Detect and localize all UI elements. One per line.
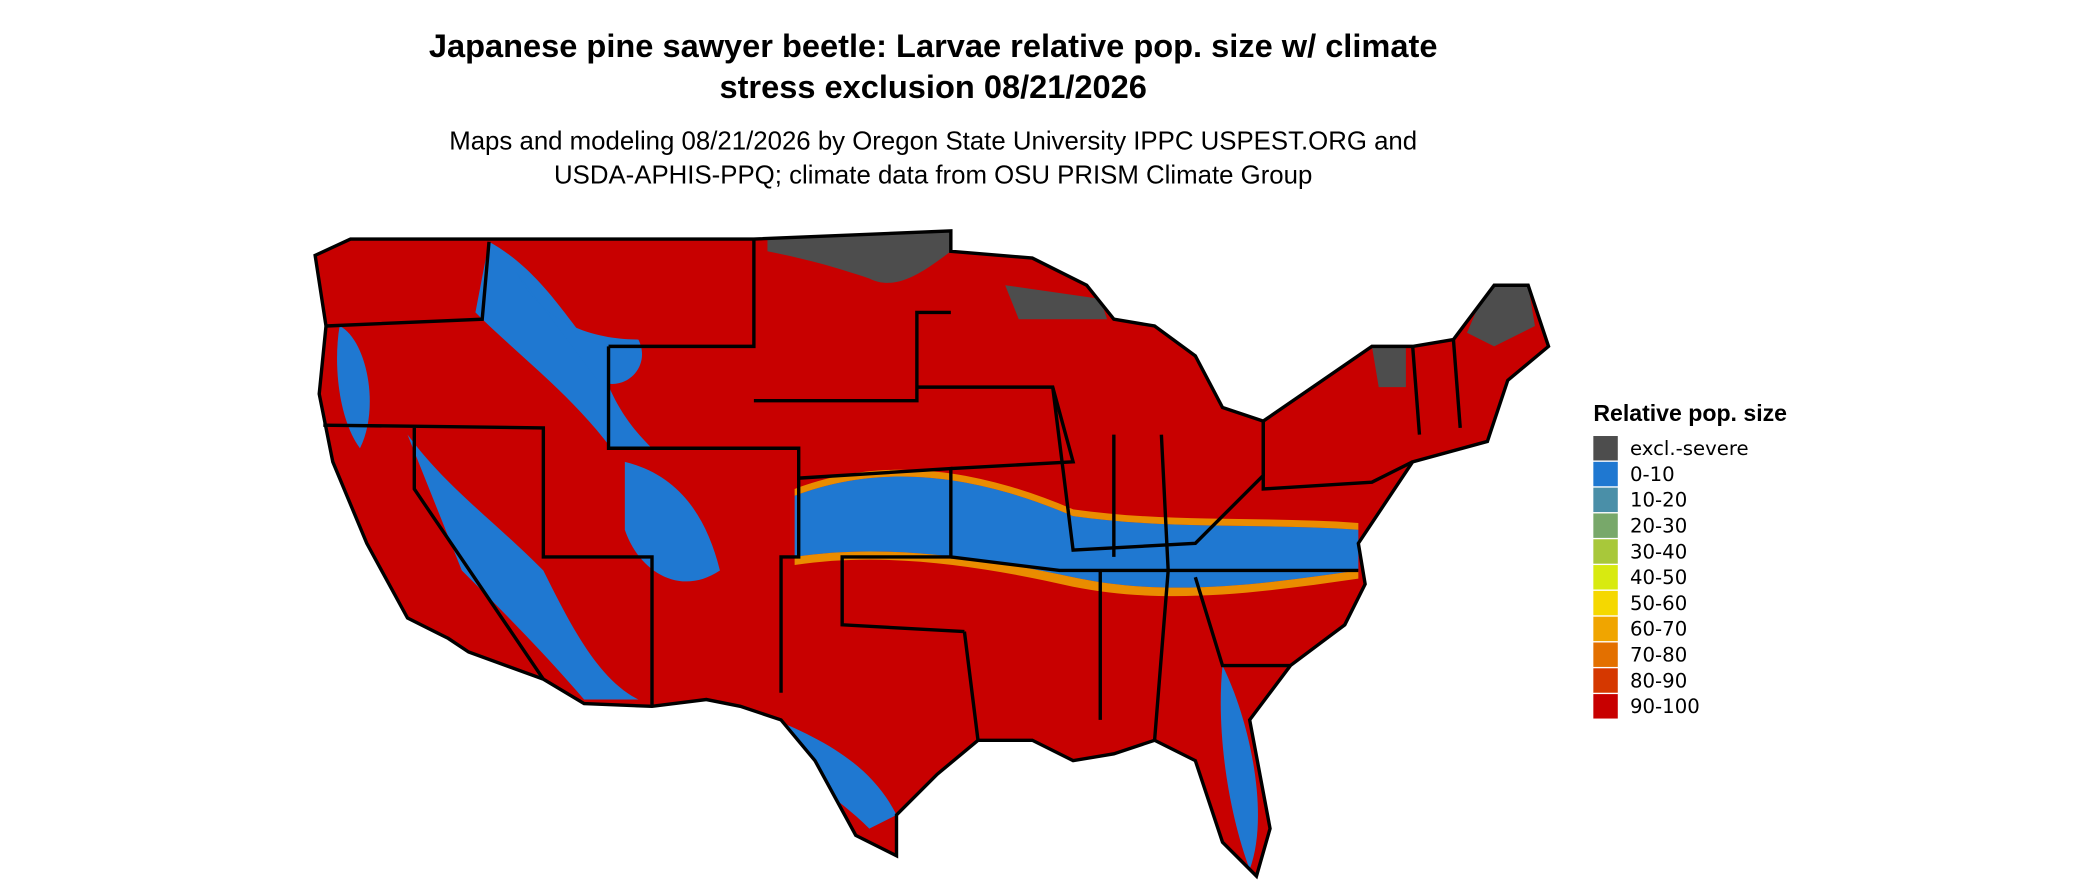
legend: Relative pop. size excl.-severe 0-10 10-20…: [1593, 400, 1787, 719]
legend-swatch: [1593, 668, 1618, 693]
map-subtitle: Maps and modeling 08/21/2026 by Oregon S…: [449, 127, 1417, 189]
legend-label: excl.-severe: [1630, 437, 1749, 460]
legend-label: 0-10: [1630, 463, 1675, 486]
map-body: [315, 230, 1549, 877]
legend-label: 20-30: [1630, 514, 1687, 537]
legend-swatch: [1593, 513, 1618, 538]
legend-label: 80-90: [1630, 669, 1687, 692]
legend-swatch: [1593, 616, 1618, 642]
legend-swatch: [1593, 539, 1618, 564]
state-borders: [313, 229, 1551, 880]
legend-label: 10-20: [1630, 489, 1687, 512]
legend-label: 30-40: [1630, 540, 1687, 563]
legend-swatch: [1593, 565, 1618, 590]
legend-title: Relative pop. size: [1593, 400, 1787, 426]
legend-label: 50-60: [1630, 592, 1687, 615]
legend-label: 90-100: [1630, 695, 1700, 718]
legend-swatch: [1593, 487, 1618, 513]
legend-swatch: [1593, 642, 1618, 667]
legend-swatch: [1593, 590, 1618, 616]
legend-label: 60-70: [1630, 618, 1687, 641]
map-title: Japanese pine sawyer beetle: Larvae rela…: [429, 27, 1438, 105]
legend-label: 70-80: [1630, 643, 1687, 666]
legend-swatch: [1593, 694, 1618, 719]
legend-swatch: [1593, 436, 1618, 461]
legend-label: 40-50: [1630, 566, 1687, 589]
legend-swatch: [1593, 461, 1618, 487]
